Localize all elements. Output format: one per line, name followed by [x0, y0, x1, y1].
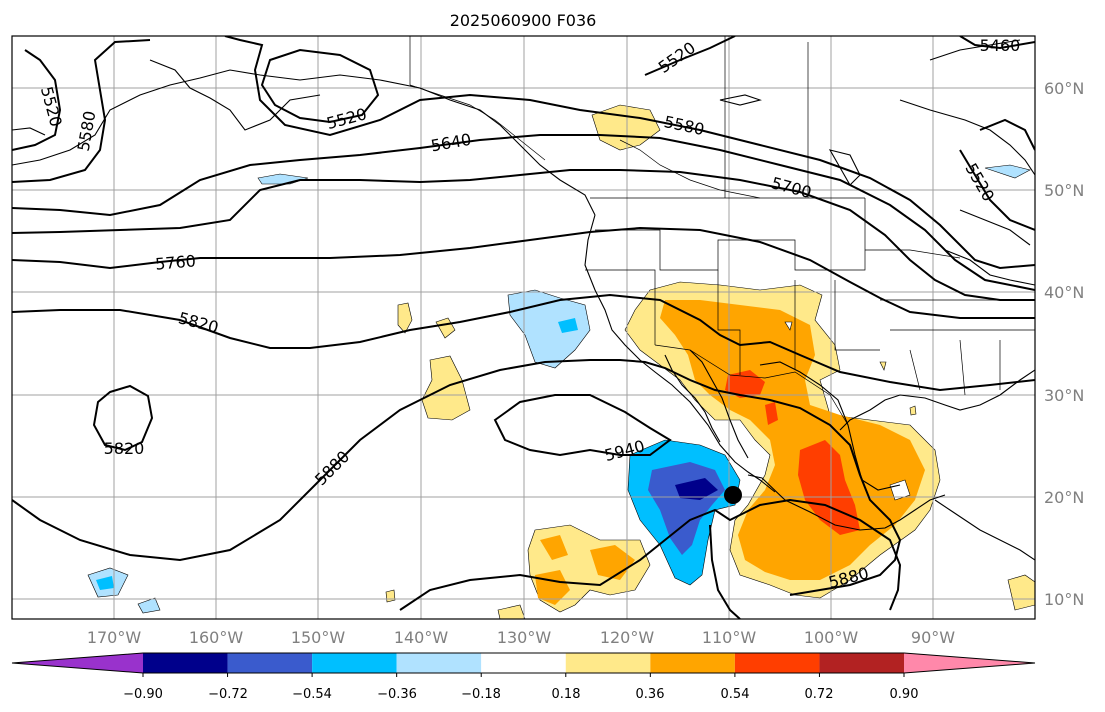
colorbar-bin: [312, 653, 397, 673]
negative-anomaly-small: [137, 597, 161, 614]
colorbar-bin: [734, 653, 820, 673]
lon-label: 120°W: [600, 628, 655, 647]
colorbar-extend-low: [12, 653, 143, 673]
colorbar: [11, 652, 1036, 677]
figure-title: 2025060900 F036: [450, 11, 597, 30]
storm-center-marker: [724, 486, 742, 504]
colorbar-bin: [481, 653, 566, 673]
contour-5820-closed: [92, 384, 154, 452]
lon-label: 160°W: [189, 628, 244, 647]
coastlines: [12, 39, 1035, 561]
contour-5520-top: [644, 36, 736, 76]
lat-label: 20°N: [1044, 488, 1084, 507]
height-contours: [12, 36, 1035, 619]
lat-label: 10°N: [1044, 590, 1084, 609]
contour-label: 5460: [980, 36, 1021, 55]
contour-5880: [12, 359, 902, 596]
map-panel: 5460 5520 5520 5520 5580 5520 5580 5640 …: [12, 36, 1035, 619]
colorbar-tick-label: −0.90: [123, 687, 163, 702]
colorbar-tick-label: 0.18: [552, 687, 581, 702]
contour-5580-alaska: [224, 36, 1035, 270]
anomaly-shading: [87, 104, 1035, 619]
colorbar-bin: [143, 653, 228, 673]
lon-label: 170°W: [87, 628, 142, 647]
colorbar-bin: [227, 653, 313, 673]
contour-5580-west: [12, 39, 151, 183]
positive-anomaly-area: [397, 302, 413, 334]
lon-label: 150°W: [291, 628, 346, 647]
contour-label: 5760: [154, 251, 196, 273]
negative-anomaly-small: [984, 164, 1031, 179]
colorbar-bin: [396, 653, 482, 673]
latitude-labels: 60°N 50°N 40°N 30°N 20°N 10°N: [1044, 79, 1084, 609]
longitude-labels: 170°W 160°W 150°W 140°W 130°W 120°W 110°…: [87, 628, 955, 647]
contour-label: 5820: [104, 439, 145, 458]
lat-label: 30°N: [1044, 386, 1084, 405]
lon-label: 90°W: [911, 628, 955, 647]
colorbar-tick-label: 0.72: [805, 687, 834, 702]
contour-5880-south: [399, 498, 902, 611]
contour-5880-loop: [709, 524, 741, 619]
lon-label: 130°W: [497, 628, 552, 647]
lon-label: 100°W: [804, 628, 859, 647]
lat-label: 50°N: [1044, 181, 1084, 200]
colorbar-extend-high: [904, 653, 1035, 673]
colorbar-tick-label: −0.36: [377, 687, 417, 702]
colorbar-tick-label: −0.54: [292, 687, 332, 702]
lon-label: 140°W: [394, 628, 449, 647]
colorbar-bin: [565, 653, 651, 673]
contour-5520-west: [12, 49, 62, 151]
colorbar-tick-label: 0.90: [890, 687, 919, 702]
colorbar-tick-label: −0.72: [208, 687, 248, 702]
negative-anomaly-core: [558, 318, 578, 333]
contour-5760: [12, 226, 1035, 319]
colorbar-tick-label: −0.18: [461, 687, 501, 702]
contour-5640: [12, 134, 1035, 291]
lat-label: 60°N: [1044, 79, 1084, 98]
contour-5460: [959, 36, 1035, 50]
colorbar-tick-label: 0.36: [636, 687, 665, 702]
colorbar-bin: [819, 653, 904, 673]
colorbar-ticks: −0.90 −0.72 −0.54 −0.36 −0.18 0.18 0.36 …: [123, 687, 918, 702]
map-frame: [11, 35, 1036, 620]
colorbar-tick-label: 0.54: [721, 687, 750, 702]
lon-label: 110°W: [702, 628, 757, 647]
contour-5700: [12, 169, 1035, 301]
contour-5520-east: [959, 118, 1035, 231]
colorbar-bin: [650, 653, 735, 673]
negative-anomaly-area: [507, 289, 591, 369]
lat-label: 40°N: [1044, 283, 1084, 302]
contour-5820: [12, 293, 1035, 392]
contour-5520-alaska: [260, 48, 380, 124]
contour-5940: [493, 394, 672, 457]
